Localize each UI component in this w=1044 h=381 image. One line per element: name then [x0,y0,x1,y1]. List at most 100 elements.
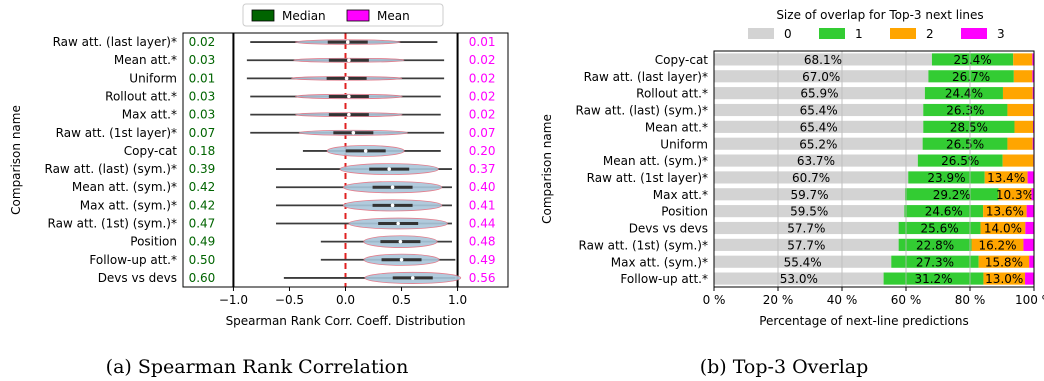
x-tick-label: 80 % [955,293,986,307]
bar-value-label: 29.2% [933,188,971,202]
bar-segment-3 [1032,53,1034,66]
category-label: Uniform [660,137,708,151]
mean-value: 0.40 [469,180,496,194]
mean-value: 0.02 [469,90,496,104]
bar-value-label: 25.6% [921,222,959,236]
category-label: Mean att.* [645,120,708,134]
bar-value-label: 27.3% [916,255,954,269]
legend-label: 1 [855,27,863,41]
median-value: 0.02 [189,35,216,49]
bar-value-label: 65.4% [800,104,838,118]
bar-value-label: 31.2% [914,272,952,286]
category-label: Follow-up att.* [620,272,708,286]
legend-label: 0 [784,27,792,41]
bar-segment-0 [714,205,905,218]
category-label: Position [130,235,177,249]
bar-segment-0 [714,188,906,201]
legend-swatch [819,28,845,39]
bar-segment-1 [898,238,972,251]
category-label: Devs vs devs [98,271,177,285]
bar-value-label: 13.4% [987,171,1025,185]
legend-swatch [346,9,370,22]
violin-median-point [387,167,392,171]
bar-value-label: 68.1% [804,53,842,67]
median-value: 0.07 [189,126,216,140]
median-value: 0.03 [189,53,216,67]
median-value: 0.60 [189,271,216,285]
legend-frame [242,3,444,27]
bar-segment-0 [714,120,924,133]
category-label: Rollout att.* [636,87,708,101]
bar-segment-2 [984,171,1028,184]
mean-value: 0.48 [469,235,496,249]
category-label: Uniform [129,71,177,85]
bar-value-label: 13.0% [985,272,1023,286]
category-label: Copy-cat [124,144,178,158]
mean-value: 0.56 [469,271,496,285]
bar-value-label: 25.4% [953,53,991,67]
bar-value-label: 63.7% [797,154,835,168]
legend-swatch [748,28,774,39]
plot-frame [713,50,1035,288]
bar-value-label: 26.3% [946,104,984,118]
x-tick-label: 0.5 [392,293,411,307]
bar-segment-0 [714,87,925,100]
spearman-violin-chart: Raw att. (last layer)* 0.02 0.01 Mean att.*… [9,3,509,328]
bar-segment-3 [1025,272,1034,285]
bar-segment-3 [1032,137,1034,150]
legend-label: 3 [997,27,1005,41]
caption-b: (b) Top-3 Overlap [700,356,869,378]
category-label: Max att. (sym.)* [80,198,177,212]
caption-a: (a) Spearman Rank Correlation [106,356,409,378]
bar-value-label: 28.5% [950,120,988,134]
median-value: 0.49 [189,235,216,249]
bar-segment-0 [714,255,892,268]
violin-median-point [390,185,395,190]
top3-overlap-chart: 68.1% 25.4% Copy-cat 67.0% 26.7% Raw att. (la… [540,8,1044,328]
legend: Size of overlap for Top-3 next lines 0 1 2 3 [748,8,1005,41]
bar-segment-2 [1007,103,1034,117]
bar-segment-1 [898,221,981,235]
category-label: Raw att. (1st) (sym.)* [579,238,708,252]
bar-value-label: 24.4% [945,87,983,101]
x-axis-label: Spearman Rank Corr. Coeff. Distribution [226,314,466,328]
mean-value: 0.02 [469,71,496,85]
x-tick-label: 1.0 [448,293,467,307]
bar-value-label: 53.0% [780,272,818,286]
bar-segment-2 [998,188,1032,201]
violin-median-point [399,257,404,262]
bar-value-label: 14.0% [984,222,1022,236]
bar-segment-2 [1013,70,1033,83]
x-tick-label: −0.5 [275,293,304,307]
legend-swatch [961,28,987,39]
bar-value-label: 55.4% [784,255,822,269]
category-label: Follow-up att.* [89,253,177,267]
category-label: Mean att. (sym.)* [603,154,708,168]
mean-value: 0.02 [469,53,496,67]
mean-value: 0.49 [469,253,496,267]
bar-value-label: 24.6% [925,205,963,219]
category-label: Rollout att.* [105,90,177,104]
median-value: 0.18 [189,144,216,158]
bar-segment-2 [983,205,1027,218]
bar-value-label: 16.2% [978,238,1016,252]
bar-segment-1 [924,87,1003,100]
y-axis-label: Comparison name [9,105,23,215]
category-label: Max att. (sym.)* [611,255,708,269]
violin-median-point [410,276,415,280]
bar-value-label: 57.7% [787,222,825,236]
x-tick-label: 40 % [827,293,858,307]
category-label: Raw att. (last layer)* [584,70,708,84]
violin-median-point [344,76,349,81]
violin-median-point [347,94,351,99]
legend: Median Mean [242,3,444,27]
bar-segment-0 [714,272,884,285]
mean-value: 0.37 [469,162,496,176]
category-label: Raw att. (last) (sym.)* [576,104,709,118]
legend-label: Median [282,9,326,23]
bar-segment-1 [923,120,1015,133]
bar-segment-0 [714,221,899,235]
x-tick-label: 0.0 [336,293,355,307]
category-label: Raw att. (last layer)* [53,35,177,49]
category-label: Mean att. (sym.)* [72,180,177,194]
